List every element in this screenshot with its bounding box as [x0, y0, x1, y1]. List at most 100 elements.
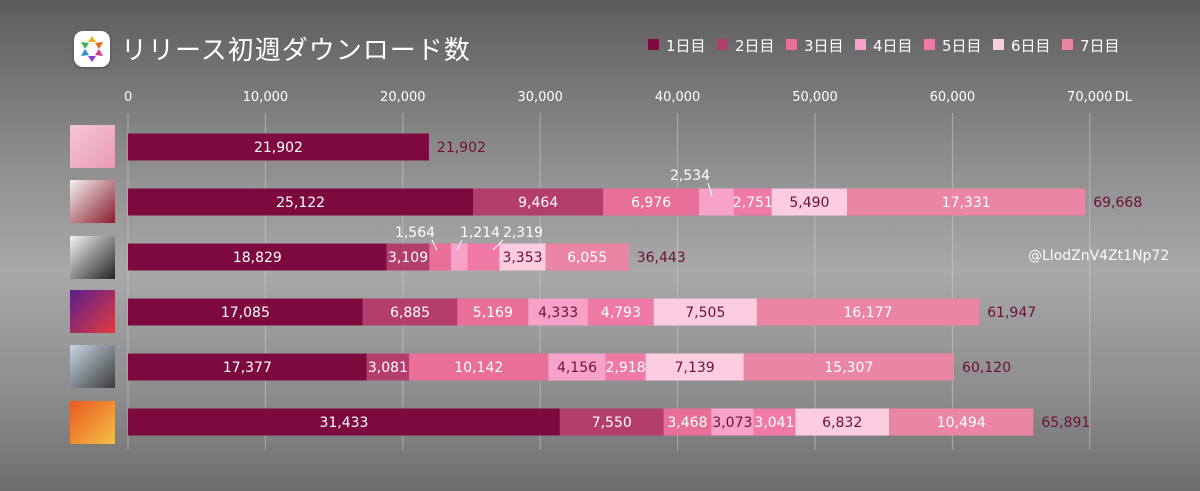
bar-segment — [559, 408, 664, 436]
segment-value-label: 3,468 — [667, 415, 707, 431]
bar-segment — [645, 353, 744, 381]
legend-label: 1日目 — [666, 37, 706, 55]
segment-value-label: 10,142 — [454, 360, 503, 376]
x-tick-label: 0 — [124, 90, 132, 105]
x-axis-unit: DL — [1115, 90, 1133, 105]
bar-segment — [467, 243, 500, 271]
bar-segment — [603, 188, 700, 216]
segment-value-label: 18,829 — [233, 250, 282, 266]
x-tick-label: 30,000 — [517, 90, 563, 105]
x-tick-label: 20,000 — [380, 90, 426, 105]
segment-value-label: 10,494 — [937, 415, 986, 431]
bar-segment — [771, 188, 848, 216]
legend-swatch — [1062, 39, 1073, 50]
legend-swatch — [924, 39, 935, 50]
label-leader-line — [492, 239, 504, 251]
red-brain-cover-art — [70, 180, 115, 223]
bar-segment — [548, 353, 606, 381]
segment-value-label: 31,433 — [319, 415, 368, 431]
orange-graffiti-cover-art — [70, 401, 115, 444]
bar-segment — [366, 353, 410, 381]
segment-value-label: 9,464 — [518, 195, 558, 211]
segment-value-label: 16,177 — [844, 305, 893, 321]
segment-value-label: 7,550 — [592, 415, 632, 431]
bar-segment — [128, 353, 367, 381]
pink-flower-cover-art — [70, 125, 115, 168]
bar-segment — [756, 298, 980, 326]
bar-segment — [733, 188, 772, 216]
group-photo-cover-art — [70, 236, 115, 279]
bar-segment — [429, 243, 451, 271]
legend-label: 4日目 — [873, 37, 913, 55]
segment-value-label: 7,505 — [685, 305, 725, 321]
bar-segment — [473, 188, 604, 216]
x-tick-label: 10,000 — [243, 90, 289, 105]
bar-segment — [795, 408, 890, 436]
bar-segment — [753, 408, 796, 436]
legend-label: 6日目 — [1011, 37, 1051, 55]
total-value-label: 65,891 — [1041, 415, 1090, 431]
bar-segment — [499, 243, 546, 271]
bar-segment — [699, 188, 734, 216]
total-value-label: 69,668 — [1093, 195, 1142, 211]
x-tick-label: 60,000 — [930, 90, 976, 105]
segment-value-label: 5,169 — [473, 305, 513, 321]
bar-segment — [128, 188, 474, 216]
bar-segment — [847, 188, 1086, 216]
segment-value-label: 1,214 — [460, 225, 500, 241]
bar-segment — [663, 408, 712, 436]
segment-value-label: 3,073 — [712, 415, 752, 431]
legend-swatch — [648, 39, 659, 50]
segment-value-label: 3,041 — [754, 415, 794, 431]
app-logo-icon — [74, 31, 110, 67]
segment-value-label: 2,751 — [733, 195, 773, 211]
segment-value-label: 17,331 — [942, 195, 991, 211]
bar-segment — [587, 298, 654, 326]
segment-value-label: 3,353 — [502, 250, 542, 266]
segment-value-label: 2,534 — [670, 168, 710, 184]
bar-segment — [409, 353, 549, 381]
bar-segment — [362, 298, 458, 326]
total-value-label: 60,120 — [962, 360, 1011, 376]
total-value-label: 21,902 — [437, 140, 486, 156]
segment-value-label: 21,902 — [254, 140, 303, 156]
segment-value-label: 3,081 — [368, 360, 408, 376]
bar-segment — [889, 408, 1034, 436]
segment-value-label: 2,319 — [503, 225, 543, 241]
chart-title: リリース初週ダウンロード数 — [121, 36, 471, 66]
x-tick-label: 40,000 — [655, 90, 701, 105]
bar-segment — [128, 243, 387, 271]
segment-value-label: 17,377 — [223, 360, 272, 376]
bar-segment — [545, 243, 629, 271]
watermark: @LlodZnV4Zt1Np72 — [1028, 248, 1170, 264]
segment-value-label: 3,109 — [388, 250, 428, 266]
legend-label: 3日目 — [804, 37, 844, 55]
segment-value-label: 7,139 — [675, 360, 715, 376]
x-tick-label: 70,000 — [1067, 90, 1113, 105]
legend-label: 2日目 — [735, 37, 775, 55]
purple-logo-cover-art — [70, 290, 115, 333]
segment-value-label: 4,156 — [557, 360, 597, 376]
label-leader-line — [456, 239, 463, 251]
segment-value-label: 25,122 — [276, 195, 325, 211]
bar-segment — [450, 243, 468, 271]
segment-value-label: 17,085 — [221, 305, 270, 321]
bar-segment — [605, 353, 646, 381]
bar-segment — [743, 353, 955, 381]
segment-value-label: 4,333 — [538, 305, 578, 321]
group-street-cover-art — [70, 345, 115, 388]
segment-value-label: 2,918 — [606, 360, 646, 376]
segment-value-label: 15,307 — [824, 360, 873, 376]
segment-value-label: 4,793 — [601, 305, 641, 321]
x-tick-label: 50,000 — [792, 90, 838, 105]
legend-swatch — [855, 39, 866, 50]
bar-segment — [128, 133, 429, 161]
total-value-label: 36,443 — [637, 250, 686, 266]
legend-swatch — [993, 39, 1004, 50]
bar-segment — [528, 298, 588, 326]
bar-segment — [457, 298, 529, 326]
label-leader-line — [431, 239, 438, 251]
segment-value-label: 6,055 — [567, 250, 607, 266]
bar-segment — [128, 298, 363, 326]
